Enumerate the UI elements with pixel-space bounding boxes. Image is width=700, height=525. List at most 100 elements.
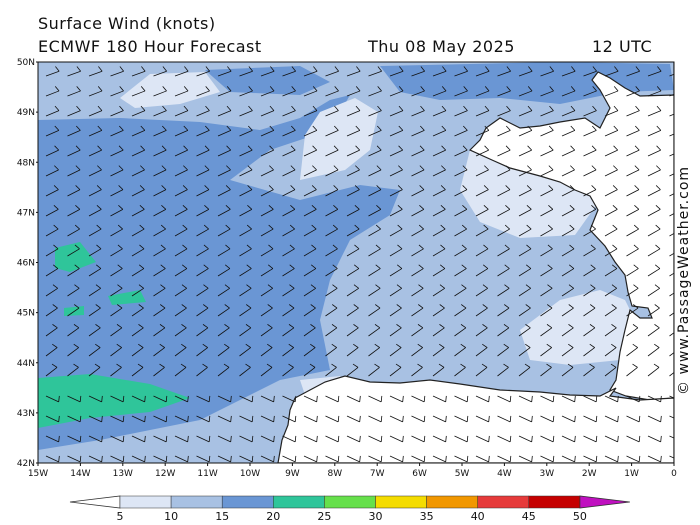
wind-barb-shaft: [626, 130, 640, 137]
wind-barb-shaft: [604, 415, 618, 423]
wind-barb-shaft: [540, 415, 554, 423]
wind-barb-flag: [355, 125, 361, 131]
wind-barb-flag: [181, 304, 187, 309]
wind-barb-shaft: [303, 228, 317, 237]
wind-barb-shaft: [368, 189, 382, 197]
wind-barb-flag: [202, 343, 208, 348]
wind-barb-shaft: [260, 248, 274, 257]
wind-barb-shaft: [88, 248, 102, 257]
wind-barb-shaft: [454, 415, 468, 423]
wind-barb-flag: [634, 185, 640, 190]
wind-barb-flag: [380, 455, 383, 462]
lat-label: 42N: [17, 459, 35, 469]
wind-barb-shaft: [88, 228, 102, 237]
wind-barb-flag: [268, 224, 274, 230]
wind-barb-shaft: [153, 347, 165, 357]
wind-barb-flag: [316, 395, 318, 402]
wind-barb-flag: [548, 204, 554, 210]
wind-barb-shaft: [368, 169, 382, 177]
wind-barb-flag: [568, 324, 574, 329]
wind-barb-shaft: [411, 367, 423, 377]
wind-barb-flag: [182, 185, 188, 190]
wind-barb-flag: [181, 284, 187, 289]
wind-barb-shaft: [647, 208, 661, 217]
wind-barb-flag: [226, 86, 232, 92]
wind-barb-shaft: [217, 208, 231, 217]
wind-barb-shaft: [67, 455, 81, 463]
wind-barb-shaft: [110, 287, 123, 297]
wind-barb-shaft: [239, 287, 252, 297]
wind-barb-flag: [54, 86, 60, 92]
wind-barb-shaft: [88, 149, 102, 157]
wind-barb-flag: [682, 416, 683, 422]
wind-barb-shaft: [346, 110, 361, 117]
wind-barb-shaft: [131, 415, 145, 423]
wind-barb-shaft: [626, 435, 640, 443]
wind-barb-flag: [251, 395, 254, 402]
wind-barb-shaft: [432, 149, 446, 157]
wind-barb-shaft: [131, 435, 145, 443]
colorbar-segment: [170, 495, 223, 509]
wind-barb-shaft: [110, 90, 124, 97]
field-5-10-b: [300, 98, 378, 180]
wind-barb-shaft: [45, 347, 58, 357]
wind-barb-flag: [549, 105, 554, 111]
wind-barb-shaft: [518, 395, 532, 403]
colorbar-segment: [375, 495, 427, 509]
wind-barb-flag: [633, 284, 639, 289]
wind-barb-flag: [310, 264, 317, 269]
wind-barb-flag: [655, 185, 661, 190]
wind-barb-flag: [245, 343, 251, 348]
lon-label: 9W: [285, 469, 300, 479]
wind-barb-flag: [205, 105, 210, 111]
wind-barb-flag: [187, 415, 189, 422]
wind-barb-shaft: [282, 435, 296, 443]
wind-barb-flag: [419, 204, 425, 210]
lat-label: 43N: [17, 409, 35, 419]
wind-barb-shaft: [604, 208, 618, 217]
wind-barb-flag: [656, 86, 662, 92]
wind-barb-shaft: [432, 395, 446, 403]
wind-barb-shaft: [389, 395, 403, 403]
wind-barb-shaft: [110, 169, 124, 177]
wind-barb-flag: [97, 105, 103, 111]
wind-barb-flag: [183, 86, 189, 92]
wind-barb-shaft: [239, 90, 253, 97]
wind-barb-shaft: [454, 208, 468, 217]
wind-barb-flag: [53, 244, 59, 250]
wind-barb-shaft: [174, 189, 188, 197]
wind-barb-flag: [549, 86, 554, 92]
wind-barb-shaft: [282, 307, 295, 317]
wind-barb-flag: [657, 66, 662, 72]
wind-barb-flag: [118, 125, 124, 131]
wind-barb-flag: [376, 165, 382, 171]
wind-barb-flag: [418, 224, 424, 230]
wind-barb-shaft: [45, 149, 59, 157]
wind-barb-flag: [95, 284, 101, 289]
wind-barb-flag: [592, 66, 597, 72]
wind-barb-flag: [613, 86, 619, 92]
wind-barb-flag: [95, 324, 101, 329]
wind-barb-shaft: [604, 367, 617, 377]
wind-barb-flag: [251, 415, 254, 422]
wind-barb-flag: [569, 204, 575, 210]
wind-barb-shaft: [497, 149, 511, 157]
wind-barb-shaft: [346, 130, 360, 137]
wind-barb-flag: [337, 455, 340, 462]
wind-barb-flag: [58, 395, 60, 402]
wind-barb-shaft: [604, 90, 619, 97]
wind-barb-flag: [656, 145, 661, 151]
wind-barb-shaft: [540, 307, 553, 317]
wind-barb-shaft: [110, 347, 122, 357]
wind-barb-shaft: [497, 208, 511, 217]
wind-barb-shaft: [217, 248, 231, 257]
wind-barb-shaft: [282, 367, 294, 377]
wind-barb-flag: [423, 395, 426, 402]
wind-barb-flag: [316, 435, 318, 442]
wind-barb-flag: [509, 395, 512, 402]
wind-barb-flag: [118, 145, 124, 151]
wind-barb-shaft: [561, 208, 575, 217]
wind-barb-flag: [396, 343, 402, 348]
wind-barb-shaft: [239, 307, 252, 317]
wind-barb-shaft: [583, 70, 597, 77]
